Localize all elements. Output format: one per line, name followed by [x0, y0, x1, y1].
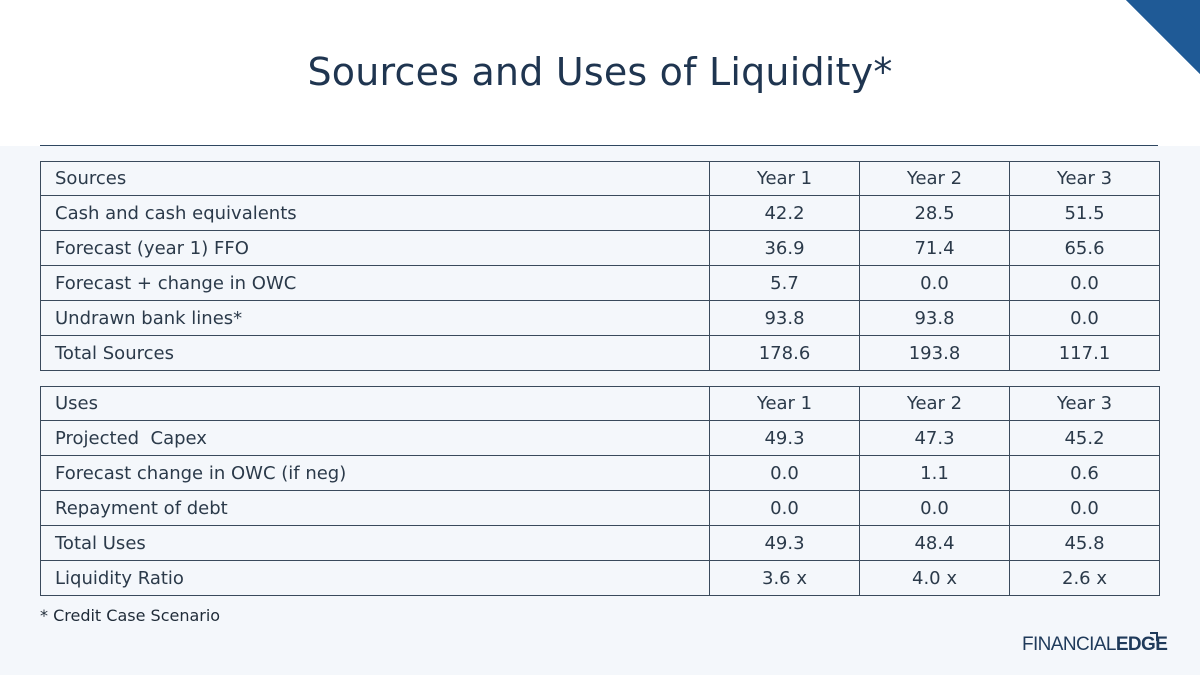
- row-value: 71.4: [859, 230, 1010, 266]
- table-total-row: Total Uses 49.3 48.4 45.8: [40, 525, 1160, 561]
- row-value: 178.6: [709, 335, 860, 371]
- header-cell-year-1: Year 1: [709, 386, 860, 421]
- row-label: Liquidity Ratio: [40, 560, 710, 596]
- table-row: Forecast (year 1) FFO 36.9 71.4 65.6: [40, 230, 1160, 266]
- row-label: Repayment of debt: [40, 490, 710, 526]
- corner-accent-shape: [1126, 0, 1200, 74]
- row-value: 1.1: [859, 455, 1010, 491]
- title-divider: [40, 145, 1158, 146]
- footnote: * Credit Case Scenario: [40, 606, 221, 625]
- table-row: Repayment of debt 0.0 0.0 0.0: [40, 490, 1160, 526]
- table-header-row: Uses Year 1 Year 2 Year 3: [40, 386, 1160, 421]
- table-row: Forecast change in OWC (if neg) 0.0 1.1 …: [40, 455, 1160, 491]
- row-label: Total Sources: [40, 335, 710, 371]
- row-label: Cash and cash equivalents: [40, 195, 710, 231]
- row-label: Forecast (year 1) FFO: [40, 230, 710, 266]
- row-value: 48.4: [859, 525, 1010, 561]
- row-value: 193.8: [859, 335, 1010, 371]
- header-cell-year-1: Year 1: [709, 161, 860, 196]
- table-ratio-row: Liquidity Ratio 3.6 x 4.0 x 2.6 x: [40, 560, 1160, 596]
- logo-corner-mark-icon: [1150, 632, 1158, 641]
- row-value: 49.3: [709, 420, 860, 456]
- row-value: 49.3: [709, 525, 860, 561]
- row-value: 4.0 x: [859, 560, 1010, 596]
- row-value: 0.0: [709, 490, 860, 526]
- row-value: 93.8: [859, 300, 1010, 336]
- header-cell-year-3: Year 3: [1009, 161, 1160, 196]
- row-value: 28.5: [859, 195, 1010, 231]
- row-value: 0.0: [1009, 265, 1160, 301]
- row-value: 0.0: [859, 490, 1010, 526]
- row-value: 0.0: [1009, 300, 1160, 336]
- row-value: 45.8: [1009, 525, 1160, 561]
- row-value: 0.6: [1009, 455, 1160, 491]
- row-value: 45.2: [1009, 420, 1160, 456]
- row-value: 93.8: [709, 300, 860, 336]
- row-value: 51.5: [1009, 195, 1160, 231]
- row-label: Total Uses: [40, 525, 710, 561]
- row-value: 36.9: [709, 230, 860, 266]
- row-value: 0.0: [859, 265, 1010, 301]
- table-header-row: Sources Year 1 Year 2 Year 3: [40, 161, 1160, 196]
- row-value: 0.0: [709, 455, 860, 491]
- table-total-row: Total Sources 178.6 193.8 117.1: [40, 335, 1160, 371]
- slide-title: Sources and Uses of Liquidity*: [307, 50, 893, 94]
- header-cell-label: Uses: [40, 386, 710, 421]
- row-label: Forecast change in OWC (if neg): [40, 455, 710, 491]
- row-value: 47.3: [859, 420, 1010, 456]
- table-row: Forecast + change in OWC 5.7 0.0 0.0: [40, 265, 1160, 301]
- row-value: 3.6 x: [709, 560, 860, 596]
- row-label: Forecast + change in OWC: [40, 265, 710, 301]
- row-value: 42.2: [709, 195, 860, 231]
- logo-text-financial: FINANCIAL: [1022, 634, 1116, 655]
- row-value: 65.6: [1009, 230, 1160, 266]
- row-value: 117.1: [1009, 335, 1160, 371]
- row-value: 0.0: [1009, 490, 1160, 526]
- table-row: Undrawn bank lines* 93.8 93.8 0.0: [40, 300, 1160, 336]
- header-cell-label: Sources: [40, 161, 710, 196]
- row-label: Undrawn bank lines*: [40, 300, 710, 336]
- uses-table: Uses Year 1 Year 2 Year 3 Projected Cape…: [40, 386, 1160, 596]
- sources-table: Sources Year 1 Year 2 Year 3 Cash and ca…: [40, 161, 1160, 371]
- row-value: 2.6 x: [1009, 560, 1160, 596]
- header-cell-year-2: Year 2: [859, 386, 1010, 421]
- table-row: Cash and cash equivalents 42.2 28.5 51.5: [40, 195, 1160, 231]
- row-value: 5.7: [709, 265, 860, 301]
- row-label: Projected Capex: [40, 420, 710, 456]
- logo-text-edge: EDGE: [1115, 634, 1168, 655]
- header-cell-year-2: Year 2: [859, 161, 1010, 196]
- table-row: Projected Capex 49.3 47.3 45.2: [40, 420, 1160, 456]
- financial-edge-logo: FINANCIALEDGE: [1022, 634, 1168, 656]
- header-cell-year-3: Year 3: [1009, 386, 1160, 421]
- slide-header-band: [0, 0, 1200, 146]
